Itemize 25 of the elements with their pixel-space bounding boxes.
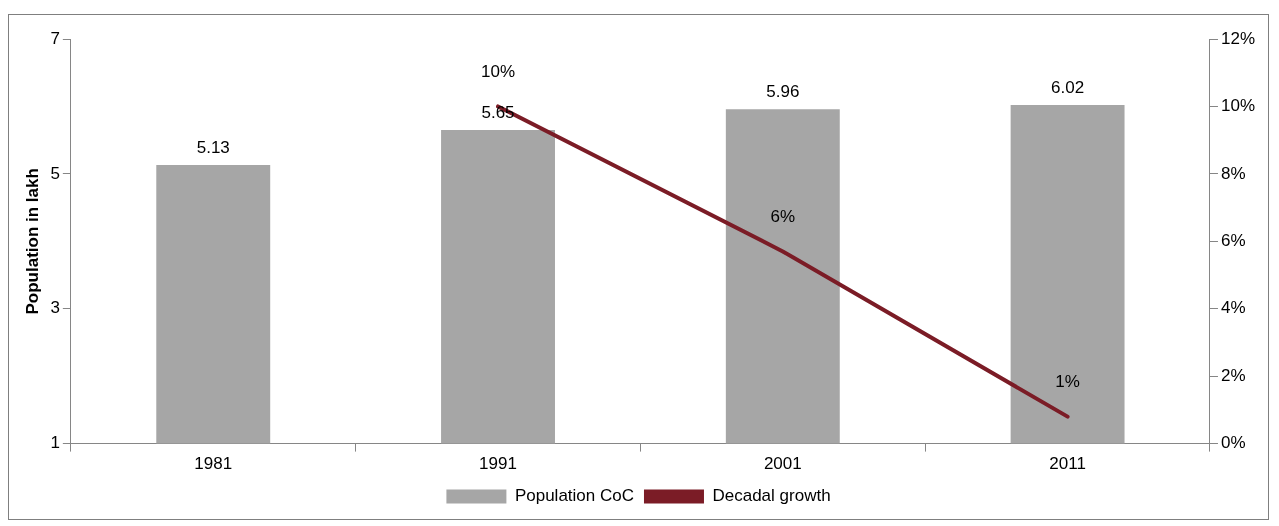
y2-tick-label: 6% [1220, 230, 1246, 250]
data-label: 6% [770, 206, 796, 226]
data-label: 5.65 [481, 103, 515, 123]
y2-tick-label: 12% [1220, 28, 1256, 48]
y-tick-label: 1 [50, 433, 60, 453]
x-tick-label: 1981 [194, 454, 233, 474]
data-label: 5.96 [766, 82, 800, 102]
y-tick-label: 5 [50, 163, 60, 183]
y2-tick-label: 0% [1220, 433, 1246, 453]
legend-label: Population CoC [514, 486, 634, 506]
y2-tick-label: 4% [1220, 298, 1246, 318]
data-label: 6.02 [1051, 78, 1085, 98]
data-label: 5.13 [196, 138, 230, 158]
x-tick-label: 1991 [479, 454, 517, 474]
y2-tick-label: 2% [1220, 365, 1246, 385]
x-tick-label: 2011 [1049, 454, 1086, 474]
y-tick-label: 7 [50, 28, 60, 48]
y-tick-label: 3 [50, 298, 60, 318]
x-tick-label: 2001 [763, 454, 802, 474]
legend-label: Decadal growth [712, 486, 831, 506]
y2-tick-label: 10% [1220, 96, 1256, 116]
data-label: 10% [481, 61, 516, 81]
y2-tick-label: 8% [1220, 163, 1246, 183]
y-axis-title: Population in lakh [22, 168, 42, 315]
data-label: 1% [1055, 371, 1080, 391]
